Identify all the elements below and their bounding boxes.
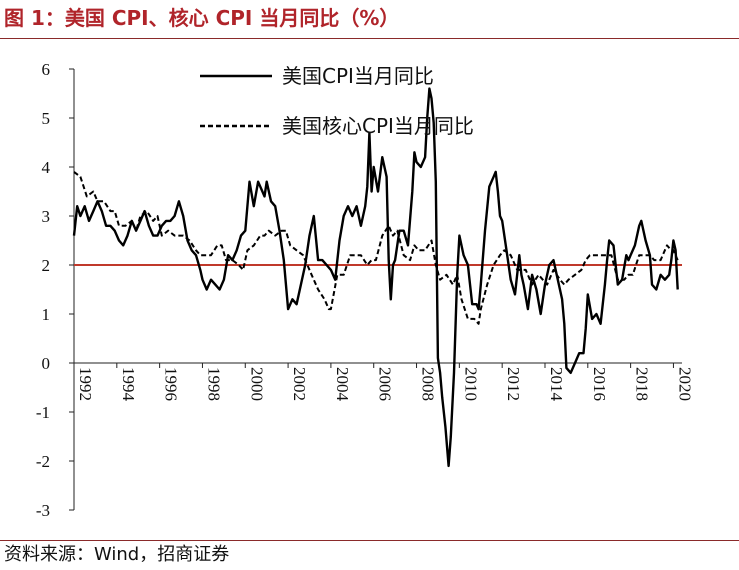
y-tick-label: 1 — [42, 305, 51, 324]
x-tick-label: 1992 — [76, 367, 95, 401]
x-tick-label: 2006 — [376, 367, 395, 401]
x-tick-label: 1994 — [119, 367, 138, 402]
y-tick-label: 3 — [42, 207, 51, 226]
y-tick-labels: 6 5 4 3 2 1 0 -1 -2 -3 — [36, 60, 51, 520]
figure-title: 图 1：美国 CPI、核心 CPI 当月同比（%） — [4, 6, 400, 30]
y-tick-label: -2 — [36, 452, 50, 471]
y-tick-label: 4 — [42, 158, 51, 177]
series-group — [72, 87, 679, 468]
y-tick-label: 2 — [42, 256, 51, 275]
x-tick-label: 2018 — [633, 367, 652, 401]
x-tick-label: 2016 — [590, 367, 609, 401]
y-tick-label: 0 — [42, 354, 51, 373]
legend-core-cpi-label: 美国核心CPI当月同比 — [282, 114, 474, 138]
x-tick-label: 1998 — [204, 367, 223, 401]
x-tick-label: 2002 — [290, 367, 309, 401]
y-tick-label: 5 — [42, 109, 51, 128]
x-tick-labels: 1992 1994 1996 1998 2000 2002 2004 2006 2008 2010… — [76, 367, 694, 402]
cpi-line — [72, 87, 679, 468]
x-tick-label: 2014 — [547, 367, 566, 402]
x-tick-label: 2000 — [247, 367, 266, 401]
source-rule — [0, 540, 739, 541]
y-tick-label: -3 — [36, 501, 50, 520]
x-tick-label: 1996 — [162, 367, 181, 401]
axes — [69, 68, 682, 511]
x-tick-label: 2020 — [675, 367, 694, 401]
title-rule — [0, 38, 739, 39]
x-tick-label: 2008 — [419, 367, 438, 401]
y-tick-label: -1 — [36, 403, 50, 422]
legend-cpi-label: 美国CPI当月同比 — [282, 64, 434, 88]
source-note: 资料来源：Wind，招商证券 — [4, 544, 230, 565]
x-tick-label: 2004 — [333, 367, 352, 402]
x-tick-label: 2012 — [504, 367, 523, 401]
y-tick-label: 6 — [42, 60, 51, 79]
cpi-line-chart: 6 5 4 3 2 1 0 -1 -2 -3 1992 1994 1996 1998 2000 2002 20… — [36, 60, 695, 520]
x-tick-label: 2010 — [461, 367, 480, 401]
